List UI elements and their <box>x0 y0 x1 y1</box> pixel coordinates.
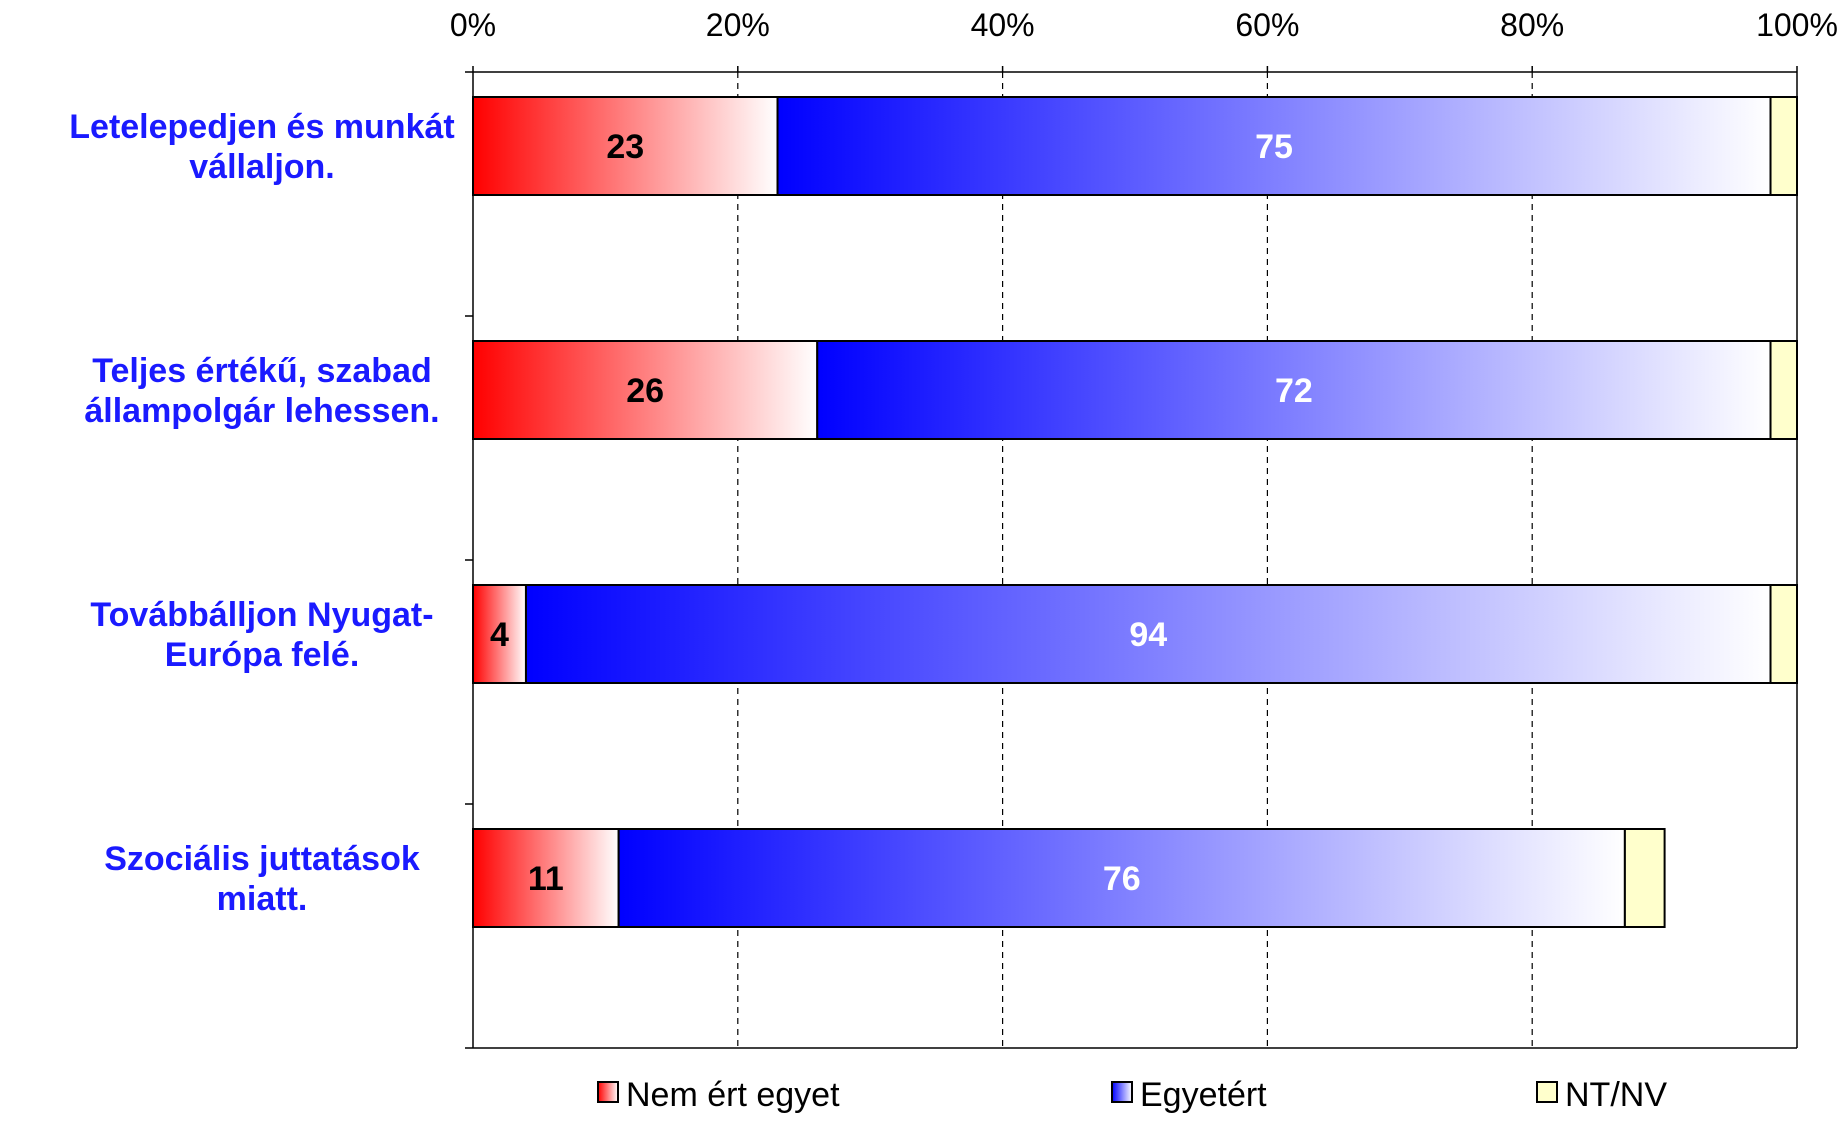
axes <box>465 66 1798 1049</box>
legend-swatch <box>597 1081 619 1103</box>
legend: Nem ért egyet Egyetért NT/NV <box>597 1076 1667 1114</box>
bar-segment <box>1769 584 1799 684</box>
x-tick-label: 20% <box>706 7 770 43</box>
x-tick-label: 60% <box>1235 7 1299 43</box>
bar-segment <box>776 96 1772 196</box>
category-label: Szociális juttatások <box>104 840 420 878</box>
data-label: 72 <box>1275 372 1313 410</box>
bars <box>472 96 1799 928</box>
bar-segment <box>617 828 1626 928</box>
legend-label: Nem ért egyet <box>626 1076 840 1114</box>
data-label: 94 <box>1129 616 1167 654</box>
category-label: Letelepedjen és munkát <box>69 108 454 146</box>
category-label: vállaljon. <box>189 148 335 186</box>
data-label: 76 <box>1103 860 1141 898</box>
bar-segment <box>524 584 1772 684</box>
category-label: Teljes értékű, szabad <box>92 352 432 390</box>
grid-lines <box>737 72 1533 1048</box>
bar-segment <box>472 96 779 196</box>
x-tick-label: 80% <box>1500 7 1564 43</box>
x-tick-label: 40% <box>971 7 1035 43</box>
bar-segment <box>816 340 1772 440</box>
bar-segment <box>1769 96 1799 196</box>
data-label: 26 <box>626 372 664 410</box>
legend-swatch <box>1111 1081 1133 1103</box>
data-label: 23 <box>606 128 644 166</box>
bar-segment <box>1769 340 1799 440</box>
legend-label: Egyetért <box>1140 1076 1267 1114</box>
legend-swatch <box>1536 1081 1558 1103</box>
data-label: 4 <box>490 616 509 654</box>
data-label: 75 <box>1255 128 1293 166</box>
x-tick-label: 100% <box>1756 7 1838 43</box>
category-label: Európa felé. <box>165 636 360 674</box>
legend-label: NT/NV <box>1565 1076 1667 1114</box>
category-label: Továbbálljon Nyugat- <box>90 596 433 634</box>
bar-segment <box>1623 828 1666 928</box>
x-tick-label: 0% <box>450 7 496 43</box>
data-label: 11 <box>528 860 564 898</box>
category-label: állampolgár lehessen. <box>84 392 439 430</box>
labels: 0% 20% 40% 60% 80% 100% 23 75 Letelepedjen és mu… <box>69 7 1838 918</box>
category-label: miatt. <box>217 880 308 918</box>
